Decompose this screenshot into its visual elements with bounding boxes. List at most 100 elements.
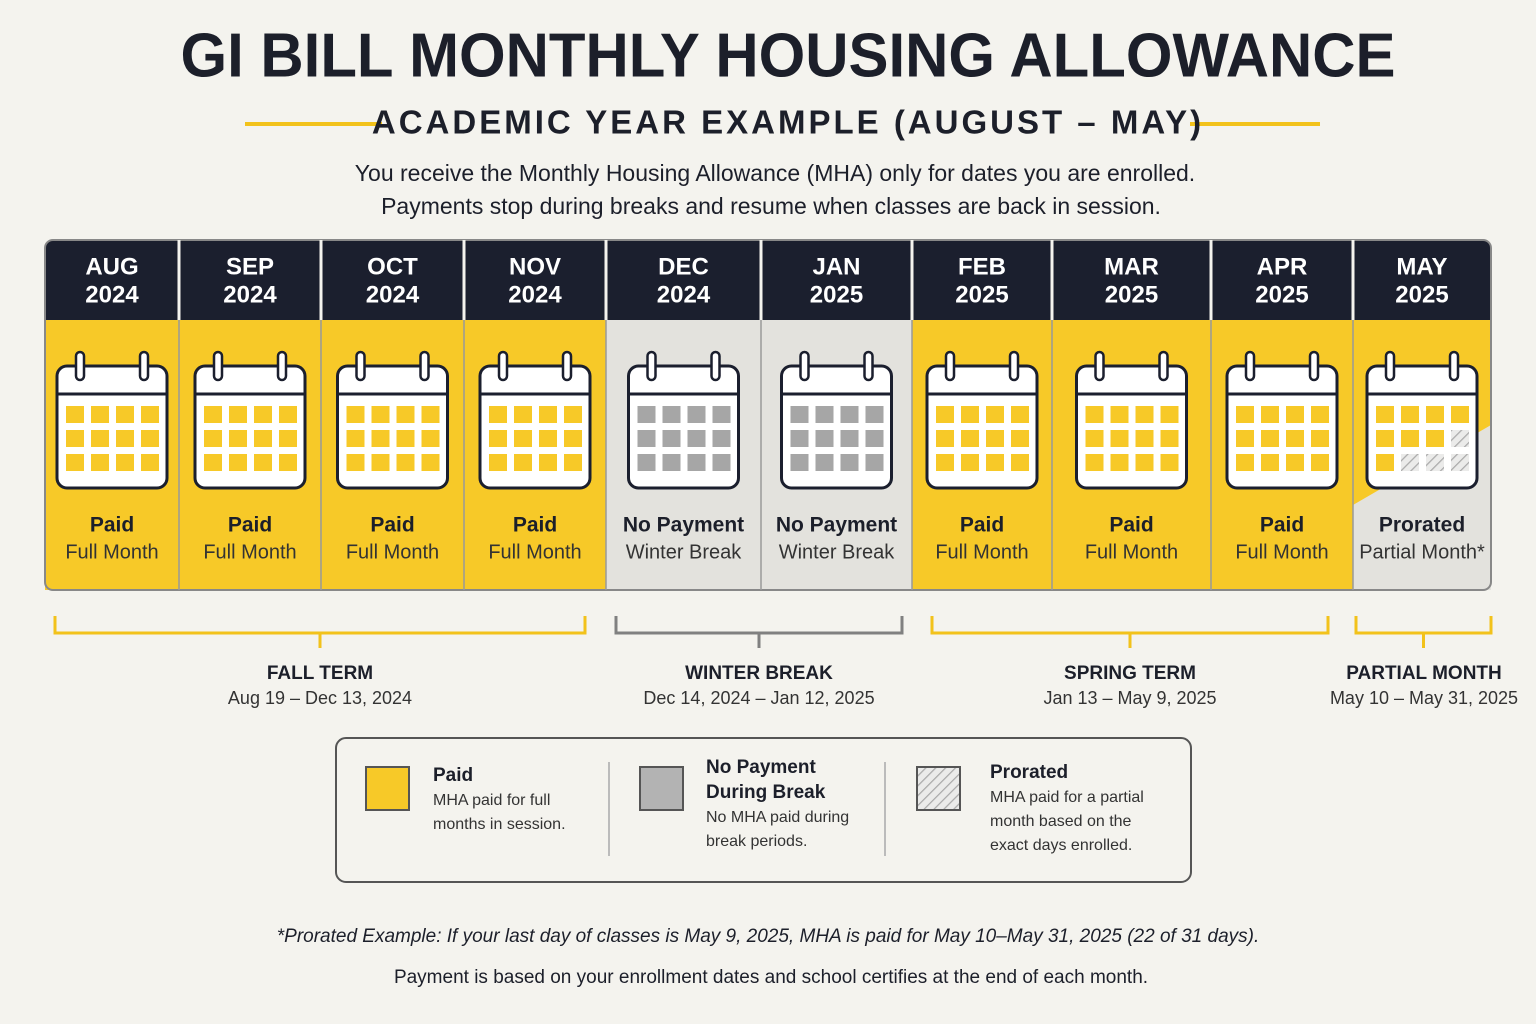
calendar-day	[687, 454, 706, 471]
calendar-day	[790, 430, 809, 447]
calendar-day	[1286, 454, 1304, 471]
calendar-day	[1236, 406, 1254, 423]
calendar-day	[396, 430, 415, 447]
legend-description: break periods.	[706, 833, 807, 850]
calendar-ring	[212, 350, 224, 382]
calendar-day	[564, 454, 582, 471]
calendar-day	[1401, 430, 1419, 447]
term-name: FALL TERM	[267, 663, 373, 684]
calendar-ring	[944, 350, 956, 382]
term-name: WINTER BREAK	[685, 663, 833, 684]
calendar-day	[141, 454, 159, 471]
status-label: Paid	[228, 514, 272, 537]
calendar-day	[1261, 454, 1279, 471]
calendar-day	[371, 406, 390, 423]
calendar-icon	[1225, 364, 1339, 490]
calendar-day	[514, 454, 532, 471]
calendar-day	[421, 430, 440, 447]
year-label: 2024	[366, 281, 420, 308]
calendar-day	[865, 430, 884, 447]
calendar-day	[1160, 454, 1179, 471]
calendar-ring	[1158, 350, 1169, 382]
calendar-day	[539, 430, 557, 447]
calendar-day	[961, 430, 979, 447]
status-label: No Payment	[623, 514, 744, 537]
calendar-day	[1160, 430, 1179, 447]
calendar-icon	[1365, 364, 1479, 490]
calendar-day	[1426, 454, 1444, 471]
status-label: No Payment	[776, 514, 897, 537]
calendar-day	[865, 454, 884, 471]
calendar-day	[840, 454, 859, 471]
calendar-ring	[74, 350, 86, 382]
footnote: *Prorated Example: If your last day of c…	[277, 926, 1260, 947]
status-note: Winter Break	[779, 541, 896, 563]
calendar-day	[687, 430, 706, 447]
calendar-day	[421, 406, 440, 423]
legend-description: No MHA paid during	[706, 809, 849, 826]
calendar-day	[1401, 454, 1419, 471]
status-label: Paid	[1260, 514, 1304, 537]
calendar-icon	[780, 364, 893, 490]
legend-description: MHA paid for full	[433, 792, 550, 809]
legend-title: No Payment	[706, 757, 816, 778]
subtitle: ACADEMIC YEAR EXAMPLE (AUGUST – MAY)	[372, 104, 1204, 141]
status-note: Full Month	[935, 541, 1028, 563]
calendar-day	[141, 430, 159, 447]
calendar-day	[1311, 454, 1329, 471]
title: GI BILL MONTHLY HOUSING ALLOWANCE	[181, 21, 1396, 90]
calendar-icon	[1075, 364, 1188, 490]
month-label: APR	[1257, 253, 1308, 280]
calendar-day	[1236, 454, 1254, 471]
calendar-day	[254, 430, 272, 447]
term-bracket	[1354, 616, 1493, 648]
calendar-day	[1135, 454, 1154, 471]
term-name: PARTIAL MONTH	[1346, 663, 1502, 684]
calendar-icon	[627, 364, 740, 490]
term-bracket	[614, 616, 904, 648]
calendar-day	[637, 406, 656, 423]
calendar-day	[1135, 406, 1154, 423]
legend-box	[335, 737, 1192, 883]
status-label: Paid	[370, 514, 414, 537]
calendar-day	[1085, 406, 1104, 423]
calendar-day	[141, 406, 159, 423]
calendar-day	[396, 454, 415, 471]
year-label: 2025	[955, 281, 1008, 308]
calendar-day	[91, 454, 109, 471]
calendar-day	[116, 454, 134, 471]
calendar-day	[986, 406, 1004, 423]
status-note: Full Month	[65, 541, 158, 563]
calendar-day	[662, 454, 681, 471]
status-note: Full Month	[203, 541, 296, 563]
calendar-day	[936, 454, 954, 471]
calendar-ring	[419, 350, 430, 382]
calendar-day	[840, 406, 859, 423]
calendar-day	[865, 406, 884, 423]
calendar-icon	[336, 364, 449, 490]
month-label: MAR	[1104, 253, 1159, 280]
calendar-icon	[925, 364, 1039, 490]
calendar-day	[91, 406, 109, 423]
legend-title: Paid	[433, 765, 473, 786]
month-label: NOV	[509, 253, 561, 280]
calendar-day	[936, 430, 954, 447]
calendar-day	[1011, 406, 1029, 423]
calendar-day	[539, 454, 557, 471]
calendar-day	[254, 406, 272, 423]
calendar-day	[986, 430, 1004, 447]
status-label: Paid	[960, 514, 1004, 537]
calendar-day	[204, 454, 222, 471]
calendar-ring	[138, 350, 150, 382]
calendar-day	[961, 454, 979, 471]
term-bracket	[53, 616, 587, 648]
calendar-day	[1451, 406, 1469, 423]
calendar-day	[279, 406, 297, 423]
calendar-ring	[497, 350, 509, 382]
calendar-day	[1261, 430, 1279, 447]
legend-description: exact days enrolled.	[990, 837, 1132, 854]
timeline-frame	[44, 239, 1492, 591]
calendar-day	[1110, 406, 1129, 423]
calendar-ring	[1094, 350, 1105, 382]
calendar-day	[489, 406, 507, 423]
